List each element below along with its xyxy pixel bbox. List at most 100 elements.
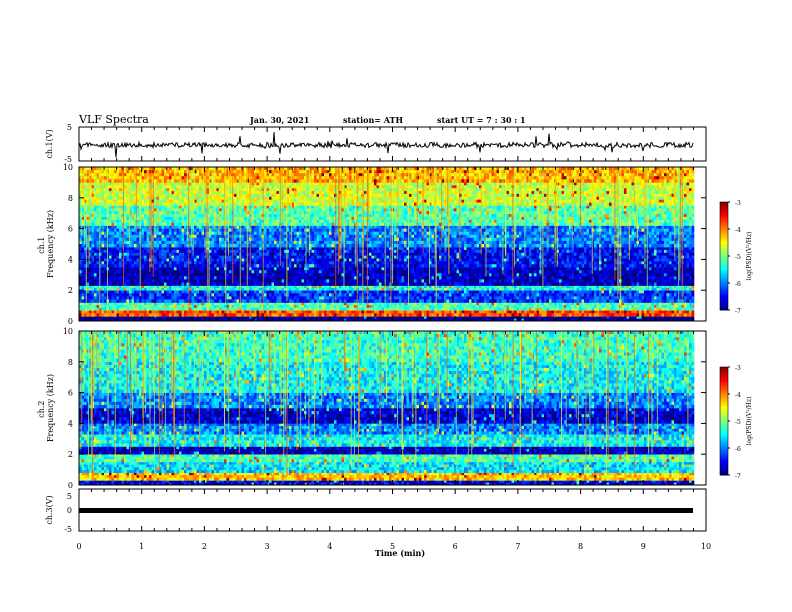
- spectrogram-cell: [142, 273, 145, 276]
- spectrogram-cell: [679, 290, 682, 293]
- spectrogram-cell: [522, 299, 525, 302]
- spectrogram-cell: [489, 276, 492, 279]
- spectrogram-cell: [262, 316, 265, 319]
- spectrogram-cell: [492, 267, 495, 270]
- spectrogram-cell: [642, 293, 645, 296]
- spectrogram-cell: [424, 273, 427, 276]
- spectrogram-cell: [282, 290, 285, 293]
- spectrogram-cell: [192, 305, 195, 308]
- spectrogram-cell: [319, 316, 322, 319]
- spectrogram-cell: [144, 305, 147, 308]
- spectrogram-cell: [259, 316, 262, 319]
- spectrogram-cell: [469, 316, 472, 319]
- spectrogram-cell: [457, 270, 460, 273]
- spectrogram-cell: [264, 270, 267, 273]
- spectrogram-cell: [147, 316, 150, 319]
- spectrogram-cell: [507, 247, 510, 250]
- spectrogram-cell: [97, 305, 100, 308]
- spectrogram-cell: [664, 299, 667, 302]
- spectrogram-cell: [179, 267, 182, 270]
- spectrogram-cell: [402, 276, 405, 279]
- spectrogram-cell: [252, 299, 255, 302]
- spectrogram-cell: [452, 267, 455, 270]
- spectrogram-cell: [427, 296, 430, 299]
- spectrogram-cell: [444, 308, 447, 311]
- spectrogram-cell: [487, 276, 490, 279]
- spectrogram-cell: [92, 310, 95, 313]
- spectrogram-cell: [379, 276, 382, 279]
- spectrogram-cell: [322, 310, 325, 313]
- spectrogram-cell: [642, 308, 645, 311]
- spectrogram-cell: [162, 247, 165, 250]
- spectrogram-cell: [87, 293, 90, 296]
- spectrogram-cell: [579, 290, 582, 293]
- spectrogram-cell: [354, 283, 357, 286]
- spectrogram-cell: [304, 286, 307, 289]
- spectrogram-cell: [372, 305, 375, 308]
- spectrogram-cell: [84, 316, 87, 319]
- spectrogram-cell: [672, 299, 675, 302]
- spectrogram-cell: [162, 296, 165, 299]
- spectrogram-cell: [507, 305, 510, 308]
- spectrogram-cell: [454, 293, 457, 296]
- spectrogram-cell: [509, 316, 512, 319]
- spectrogram-cell: [322, 247, 325, 250]
- spectrogram-cell: [489, 290, 492, 293]
- spectrogram-cell: [199, 279, 202, 282]
- spectrogram-cell: [147, 288, 150, 291]
- spectrogram-cell: [484, 308, 487, 311]
- spectrogram-cell: [494, 288, 497, 291]
- spectrogram-cell: [412, 273, 415, 276]
- spectrogram-cell: [657, 296, 660, 299]
- spectrogram-cell: [292, 247, 295, 250]
- spectrogram-cell: [564, 279, 567, 282]
- spectrogram-cell: [607, 276, 610, 279]
- spectrogram-cell: [157, 270, 160, 273]
- spectrogram-cell: [569, 288, 572, 291]
- spectrogram-cell: [299, 267, 302, 270]
- spectrogram-cell: [524, 283, 527, 286]
- spectrogram-cell: [482, 279, 485, 282]
- spectrogram-cell: [199, 276, 202, 279]
- spectrogram-cell: [579, 305, 582, 308]
- spectrogram-cell: [394, 290, 397, 293]
- spectrogram-cell: [442, 308, 445, 311]
- spectrogram-cell: [502, 303, 505, 306]
- spectrogram-cell: [149, 308, 152, 311]
- spectrogram-cell: [377, 316, 380, 319]
- spectrogram-cell: [469, 299, 472, 302]
- spectrogram-cell: [422, 288, 425, 291]
- spectrogram-cell: [394, 308, 397, 311]
- spectrogram-cell: [582, 273, 585, 276]
- spectrogram-cell: [292, 299, 295, 302]
- spectrogram-cell: [184, 273, 187, 276]
- spectrogram-cell: [544, 288, 547, 291]
- spectrogram-cell: [364, 276, 367, 279]
- spectrogram-cell: [474, 299, 477, 302]
- spectrogram-cell: [122, 305, 125, 308]
- spectrogram-cell: [662, 299, 665, 302]
- spectrogram-cell: [89, 303, 92, 306]
- spectrogram-cell: [244, 310, 247, 313]
- spectrogram-cell: [467, 290, 470, 293]
- spectrogram-cell: [204, 283, 207, 286]
- spectrogram-cell: [154, 308, 157, 311]
- spectrogram-cell: [419, 273, 422, 276]
- spectrogram-cell: [604, 299, 607, 302]
- spectrogram-cell: [402, 316, 405, 319]
- spectrogram-cell: [572, 267, 575, 270]
- spectrogram-cell: [332, 273, 335, 276]
- spectrogram-cell: [624, 270, 627, 273]
- spectrogram-cell: [192, 293, 195, 296]
- spectrogram-cell: [564, 267, 567, 270]
- spectrogram-cell: [397, 290, 400, 293]
- spectrogram-cell: [352, 267, 355, 270]
- spectrogram-cell: [162, 283, 165, 286]
- spectrogram-cell: [412, 316, 415, 319]
- spectrogram-cell: [414, 305, 417, 308]
- spectrogram-cell: [144, 293, 147, 296]
- spectrogram-cell: [167, 286, 170, 289]
- spectrogram-cell: [374, 286, 377, 289]
- spectrogram-cell: [172, 303, 175, 306]
- spectrogram-cell: [84, 313, 87, 316]
